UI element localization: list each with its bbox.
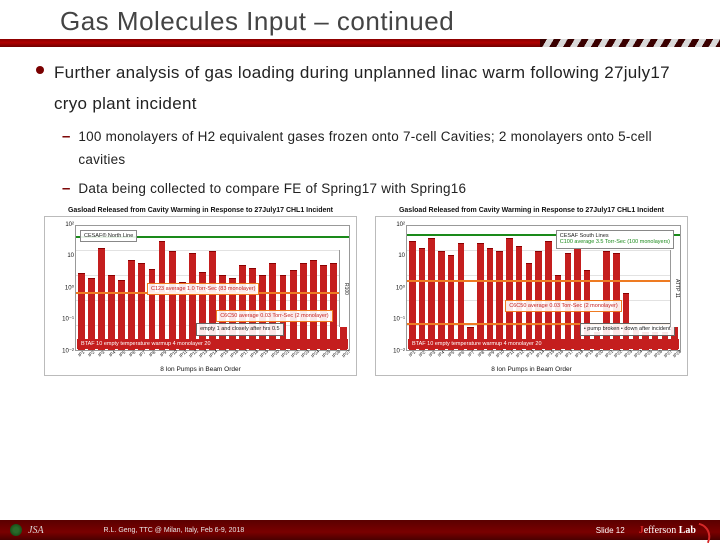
chart-left-annot-b: C123 average 1.0 Torr-Sec (83 monolayer) bbox=[147, 283, 259, 295]
charts-row: Gasload Released from Cavity Warming in … bbox=[44, 207, 688, 376]
bullet-main: Further analysis of gas loading during u… bbox=[36, 57, 696, 120]
legend-item: C100 average 3.5 Torr-Sec (100 monolayer… bbox=[560, 239, 670, 246]
content-area: Further analysis of gas loading during u… bbox=[0, 47, 720, 540]
chart-left: Gasload Released from Cavity Warming in … bbox=[44, 207, 357, 376]
slide-title: Gas Molecules Input – continued bbox=[60, 6, 690, 37]
arc-icon bbox=[696, 525, 710, 535]
legend-title: CESAF South Lines bbox=[560, 233, 670, 240]
slide-number: Slide 12 bbox=[596, 526, 625, 535]
dash-icon: – bbox=[62, 178, 70, 201]
chart-left-title: Gasload Released from Cavity Warming in … bbox=[44, 207, 357, 214]
dash-icon: – bbox=[62, 126, 70, 172]
chart-left-yticks: 10²1010⁰10⁻¹10⁻² bbox=[59, 225, 74, 351]
bullet-dot-icon bbox=[36, 66, 44, 74]
chart-left-annot-a: CESAF® North Line bbox=[80, 230, 137, 242]
chart-right-legend: CESAF South Lines C100 average 3.5 Torr-… bbox=[556, 230, 674, 249]
chart-right-sourcetag: ATTP 11 bbox=[670, 250, 680, 327]
footer-left: JSA bbox=[10, 524, 44, 536]
chart-right-title: Gasload Released from Cavity Warming in … bbox=[375, 207, 688, 214]
chart-left-frame: Integrated Pump Pressure [Torr-Sec] 10²1… bbox=[44, 216, 357, 376]
chart-right-yticks: 10²1010⁰10⁻¹10⁻² bbox=[390, 225, 405, 351]
doe-seal-icon bbox=[10, 524, 22, 536]
chart-left-annot-c: C6C50 average 0.03 Torr-Sec (2 monolayer… bbox=[216, 310, 332, 322]
title-area: Gas Molecules Input – continued bbox=[0, 0, 720, 39]
sub-a-text: 100 monolayers of H2 equivalent gases fr… bbox=[78, 126, 696, 172]
chart-left-xticks: IP1IP2IP3IP4IP5IP6IP7IP8IP9IP10IP11IP12I… bbox=[75, 353, 350, 365]
chart-right-xlabel: 8 Ion Pumps in Beam Order bbox=[376, 366, 687, 373]
chart-right-note: • pump broken • down after incident bbox=[580, 323, 675, 335]
sub-bullet-b: – Data being collected to compare FE of … bbox=[62, 178, 696, 201]
footer-bar: JSA R.L. Geng, TTC @ Milan, Italy, Feb 6… bbox=[0, 520, 720, 540]
chart-right-xticks: IP1IP2IP3IP4IP5IP6IP7IP8IP9IP10IP11IP12I… bbox=[406, 353, 681, 365]
chart-left-plot: CESAF® North Line C123 average 1.0 Torr-… bbox=[75, 225, 350, 351]
footer-credits: R.L. Geng, TTC @ Milan, Italy, Feb 6-9, … bbox=[104, 527, 245, 534]
bullet-main-text: Further analysis of gas loading during u… bbox=[54, 57, 696, 120]
chart-right-frame: Integrated Pump Pressure [Torr-Sec] 10²1… bbox=[375, 216, 688, 376]
chart-right-bottomlabel: BTAF 10 empty temperature warmup 4 monol… bbox=[408, 339, 679, 349]
chart-left-bottomlabel: BTAF 10 empty temperature warmup 4 monol… bbox=[77, 339, 348, 349]
chart-left-note: empty 1 and closely after hrs 0.5 bbox=[196, 323, 283, 335]
chart-right-orangeline1 bbox=[407, 280, 680, 282]
title-divider bbox=[0, 39, 720, 47]
chart-left-sourcetag: R100 bbox=[339, 250, 349, 327]
chart-right: Gasload Released from Cavity Warming in … bbox=[375, 207, 688, 376]
chart-right-annot-c: C6C50 average 0.03 Torr-Sec (2 monolayer… bbox=[505, 300, 621, 312]
chart-right-plot: CESAF South Lines C100 average 3.5 Torr-… bbox=[406, 225, 681, 351]
chart-left-xlabel: 8 Ion Pumps in Beam Order bbox=[45, 366, 356, 373]
jlab-logo: Jefferson Lab bbox=[639, 525, 710, 536]
sub-b-text: Data being collected to compare FE of Sp… bbox=[78, 178, 466, 201]
sub-bullet-a: – 100 monolayers of H2 equivalent gases … bbox=[62, 126, 696, 172]
jsa-logo: JSA bbox=[28, 525, 44, 536]
